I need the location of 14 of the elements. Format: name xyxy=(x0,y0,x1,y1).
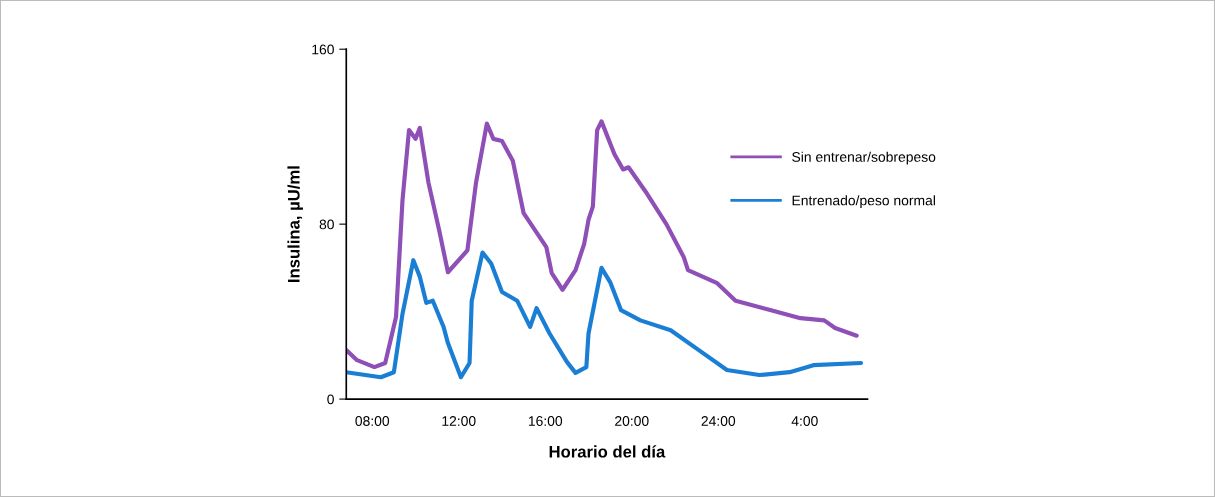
x-tick-label: 08:00 xyxy=(355,416,390,426)
x-tick-label: 12:00 xyxy=(442,416,476,426)
legend-label: Sin entrenar/sobrepeso xyxy=(792,151,936,165)
line-series xyxy=(346,250,864,380)
legend-label: Entrenado/peso normal xyxy=(792,195,935,209)
x-tick-label: 24:00 xyxy=(701,416,736,426)
x-tick-label: 20:00 xyxy=(615,416,649,426)
x-tick-label: 4:00 xyxy=(791,416,818,426)
x-tick-label: 16:00 xyxy=(528,416,563,426)
y-axis-title: Insulina, µU/ml xyxy=(287,166,303,283)
y-tick-label: 0 xyxy=(327,394,334,405)
x-axis-title: Horario del día xyxy=(549,445,666,458)
y-tick-label: 160 xyxy=(312,44,334,55)
y-tick-label: 80 xyxy=(319,219,334,230)
